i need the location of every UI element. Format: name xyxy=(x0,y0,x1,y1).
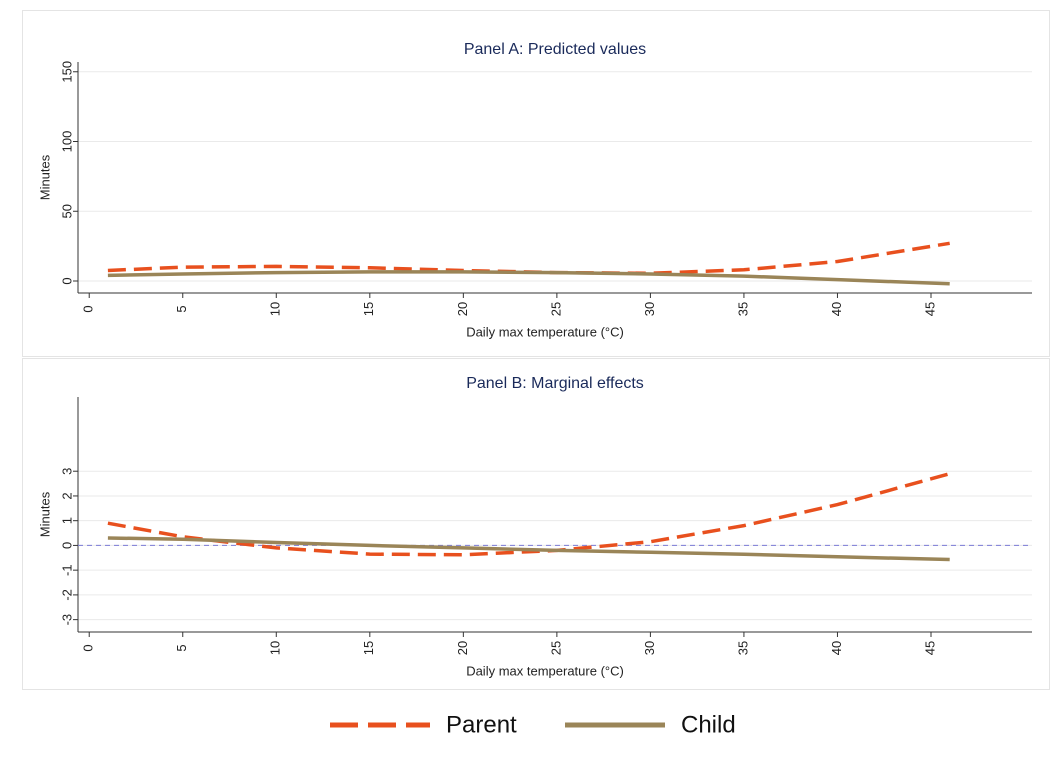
y-tick-label: 1 xyxy=(59,517,74,524)
series-line xyxy=(107,536,950,562)
x-tick-label: 35 xyxy=(735,641,750,655)
y-tick-label: -1 xyxy=(59,564,74,576)
x-tick-label: 5 xyxy=(174,305,189,312)
x-tick-label: 10 xyxy=(268,641,283,655)
x-axis-title: Daily max temperature (°C) xyxy=(466,324,624,339)
y-tick-label: 50 xyxy=(59,204,74,218)
x-tick-label: 40 xyxy=(829,641,844,655)
panel-frame xyxy=(22,10,1050,357)
y-axis-title: Minutes xyxy=(37,491,52,537)
x-tick-label: 45 xyxy=(922,302,937,316)
x-tick-label: 30 xyxy=(642,641,657,655)
y-tick-label: 150 xyxy=(59,61,74,83)
x-tick-label: 20 xyxy=(455,641,470,655)
x-tick-label: 20 xyxy=(455,302,470,316)
panel-title: Panel A: Predicted values xyxy=(464,41,646,58)
panel-frame xyxy=(22,358,1050,690)
x-tick-label: 25 xyxy=(548,302,563,316)
y-tick-label: 3 xyxy=(59,468,74,475)
series-line xyxy=(107,270,950,286)
x-tick-label: 25 xyxy=(548,641,563,655)
legend-label: Parent xyxy=(446,711,517,738)
y-tick-label: -2 xyxy=(59,589,74,601)
y-tick-label: -3 xyxy=(59,614,74,626)
x-tick-label: 15 xyxy=(361,641,376,655)
legend-label: Child xyxy=(681,711,736,738)
y-axis-title: Minutes xyxy=(37,154,52,200)
x-tick-label: 40 xyxy=(829,302,844,316)
y-tick-label: 0 xyxy=(59,542,74,549)
x-axis-title: Daily max temperature (°C) xyxy=(466,663,624,678)
x-tick-label: 45 xyxy=(922,641,937,655)
x-tick-label: 5 xyxy=(174,644,189,651)
y-tick-label: 100 xyxy=(59,131,74,153)
panel-title: Panel B: Marginal effects xyxy=(466,375,644,392)
y-tick-label: 2 xyxy=(59,492,74,499)
x-tick-label: 30 xyxy=(642,302,657,316)
x-tick-label: 0 xyxy=(81,305,96,312)
series-line xyxy=(107,472,951,557)
y-tick-label: 0 xyxy=(59,277,74,284)
x-tick-label: 10 xyxy=(268,302,283,316)
x-tick-label: 15 xyxy=(361,302,376,316)
x-tick-label: 35 xyxy=(735,302,750,316)
x-tick-label: 0 xyxy=(81,644,96,651)
